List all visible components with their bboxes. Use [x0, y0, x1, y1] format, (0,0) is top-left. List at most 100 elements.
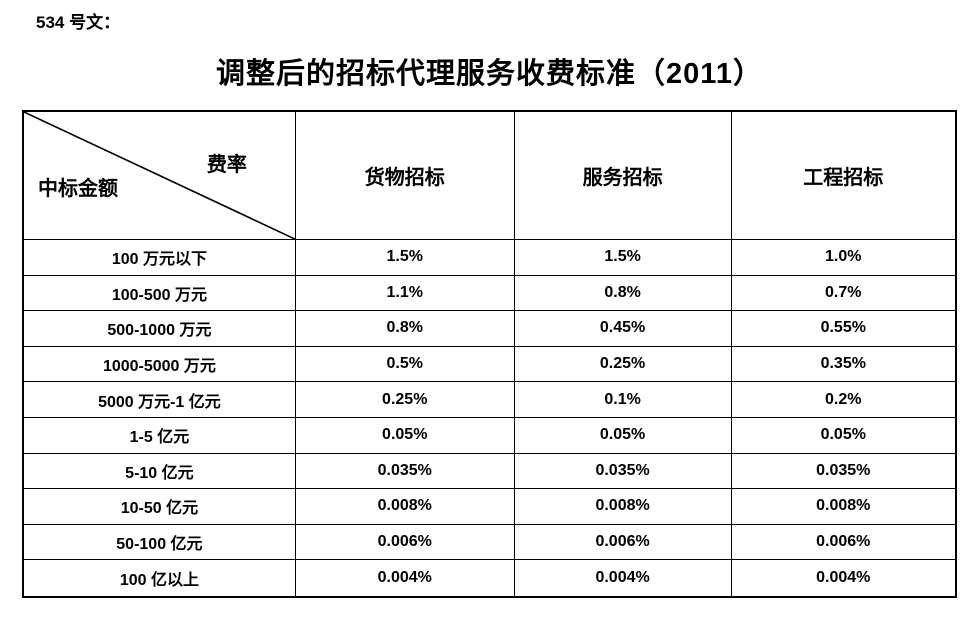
engineering-rate-value: 0.7%	[825, 283, 862, 301]
row-label-cell: 1000-5000 万元	[24, 346, 296, 383]
services-rate-value: 0.45%	[599, 319, 646, 337]
goods-rate-value: 1.1%	[386, 283, 423, 301]
goods-rate-value: 0.05%	[382, 426, 428, 444]
engineering-rate-cell: 0.035%	[731, 454, 955, 490]
engineering-rate-cell: 0.05%	[731, 418, 955, 454]
goods-rate-cell: 0.006%	[295, 524, 515, 561]
corner-label-bid-amount: 中标金额	[38, 178, 118, 200]
engineering-rate-value: 0.035%	[816, 461, 871, 479]
engineering-rate-cell: 1.0%	[731, 240, 955, 276]
engineering-rate-value: 0.008%	[816, 497, 871, 515]
table-row: 50-100 亿元 0.006% 0.006% 0.006%	[24, 524, 955, 561]
table-row: 500-1000 万元 0.8% 0.45% 0.55%	[24, 311, 955, 347]
bid-amount-range-label: 1-5 亿元	[129, 429, 190, 447]
row-label-cell: 5000 万元-1 亿元	[24, 382, 296, 418]
goods-rate-value: 0.8%	[386, 319, 423, 337]
row-label-cell: 100 万元以下	[24, 240, 296, 276]
engineering-rate-cell: 0.004%	[732, 560, 955, 596]
bid-amount-range-label: 5-10 亿元	[125, 464, 194, 482]
bid-amount-range-label: 100 万元以下	[111, 251, 207, 269]
services-rate-value: 0.008%	[595, 497, 650, 515]
table-row: 100 万元以下 1.5% 1.5% 1.0%	[24, 240, 955, 276]
row-label-cell: 100-500 万元	[24, 275, 296, 312]
goods-rate-cell: 0.035%	[295, 453, 515, 490]
goods-rate-cell: 0.004%	[296, 560, 515, 596]
goods-rate-cell: 1.1%	[295, 275, 515, 312]
row-label-cell: 10-50 亿元	[24, 489, 296, 525]
goods-rate-value: 0.006%	[377, 533, 432, 551]
services-rate-value: 0.006%	[595, 533, 650, 551]
fee-rate-table: 费率 中标金额 货物招标 服务招标 工程招标 100 万元以下 1.5% 1.5…	[22, 110, 957, 598]
row-label-cell: 50-100 亿元	[24, 524, 296, 561]
bid-amount-range-label: 5000 万元-1 亿元	[98, 393, 221, 411]
services-rate-cell: 0.008%	[514, 489, 732, 525]
column-header-engineering-bidding: 工程招标	[731, 112, 955, 240]
services-rate-cell: 0.05%	[514, 417, 732, 454]
goods-rate-value: 1.5%	[386, 248, 423, 266]
goods-rate-value: 0.004%	[377, 569, 432, 587]
bid-amount-range-label: 10-50 亿元	[120, 500, 199, 518]
engineering-rate-value: 0.004%	[816, 569, 871, 587]
table-row: 10-50 亿元 0.008% 0.008% 0.008%	[24, 489, 955, 525]
table-row: 1000-5000 万元 0.5% 0.25% 0.35%	[24, 346, 955, 383]
corner-label-rate: 费率	[206, 154, 247, 176]
row-label-cell: 5-10 亿元	[24, 453, 296, 490]
goods-rate-value: 0.035%	[377, 461, 432, 479]
goods-rate-value: 0.25%	[382, 390, 428, 408]
document-number-label: 534 号文：	[36, 13, 121, 32]
services-rate-value: 0.004%	[595, 569, 650, 587]
services-rate-cell: 0.1%	[514, 382, 732, 418]
services-rate-value: 0.8%	[604, 283, 641, 301]
goods-rate-cell: 0.5%	[295, 346, 515, 383]
bid-amount-range-label: 50-100 亿元	[116, 536, 203, 554]
table-row: 1-5 亿元 0.05% 0.05% 0.05%	[24, 417, 955, 454]
diagonal-divider-line	[24, 112, 295, 239]
engineering-rate-value: 0.006%	[816, 533, 871, 551]
services-rate-cell: 0.035%	[514, 453, 732, 490]
goods-rate-cell: 0.8%	[295, 311, 515, 347]
goods-rate-cell: 1.5%	[295, 240, 515, 276]
goods-rate-value: 0.5%	[386, 355, 423, 373]
goods-rate-value: 0.008%	[377, 497, 432, 515]
diagonal-header-cell: 费率 中标金额	[24, 112, 296, 240]
table-row: 5-10 亿元 0.035% 0.035% 0.035%	[24, 453, 955, 490]
goods-rate-cell: 0.25%	[295, 382, 515, 418]
bid-amount-range-label: 1000-5000 万元	[102, 358, 216, 376]
services-rate-value: 0.035%	[595, 461, 650, 479]
table-row: 5000 万元-1 亿元 0.25% 0.1% 0.2%	[24, 382, 955, 418]
column-header-services-bidding: 服务招标	[514, 112, 732, 240]
services-rate-cell: 0.25%	[514, 346, 732, 383]
engineering-rate-value: 0.2%	[825, 390, 862, 408]
engineering-rate-cell: 0.008%	[731, 489, 955, 525]
engineering-rate-value: 0.35%	[820, 355, 866, 373]
goods-rate-cell: 0.008%	[295, 489, 515, 525]
row-label-cell: 100 亿以上	[24, 560, 296, 596]
engineering-rate-value: 0.55%	[820, 319, 866, 337]
services-rate-value: 0.05%	[599, 426, 646, 444]
services-rate-cell: 1.5%	[514, 240, 732, 276]
bid-amount-range-label: 100 亿以上	[119, 572, 199, 590]
bid-amount-range-label: 500-1000 万元	[107, 322, 212, 340]
column-header-goods-bidding: 货物招标	[295, 112, 515, 240]
services-rate-value: 0.25%	[599, 355, 646, 373]
engineering-rate-value: 0.05%	[820, 426, 866, 444]
services-rate-value: 0.1%	[604, 390, 641, 408]
bid-amount-range-label: 100-500 万元	[111, 286, 207, 304]
engineering-rate-cell: 0.35%	[731, 347, 955, 383]
services-rate-cell: 0.006%	[514, 524, 732, 561]
column-header-label: 服务招标	[582, 167, 663, 189]
engineering-rate-cell: 0.2%	[731, 382, 955, 418]
services-rate-cell: 0.004%	[515, 560, 732, 596]
engineering-rate-cell: 0.7%	[731, 276, 955, 312]
services-rate-cell: 0.8%	[514, 275, 732, 312]
goods-rate-cell: 0.05%	[295, 417, 515, 454]
engineering-rate-cell: 0.55%	[731, 311, 955, 347]
engineering-rate-cell: 0.006%	[731, 525, 955, 561]
services-rate-cell: 0.45%	[514, 311, 732, 347]
table-row: 100-500 万元 1.1% 0.8% 0.7%	[24, 275, 955, 312]
table-row: 100 亿以上 0.004% 0.004% 0.004%	[24, 560, 955, 596]
column-header-label: 工程招标	[803, 167, 884, 189]
page-title: 调整后的招标代理服务收费标准（2011）	[216, 58, 763, 90]
row-label-cell: 1-5 亿元	[24, 417, 296, 454]
engineering-rate-value: 1.0%	[825, 248, 862, 266]
